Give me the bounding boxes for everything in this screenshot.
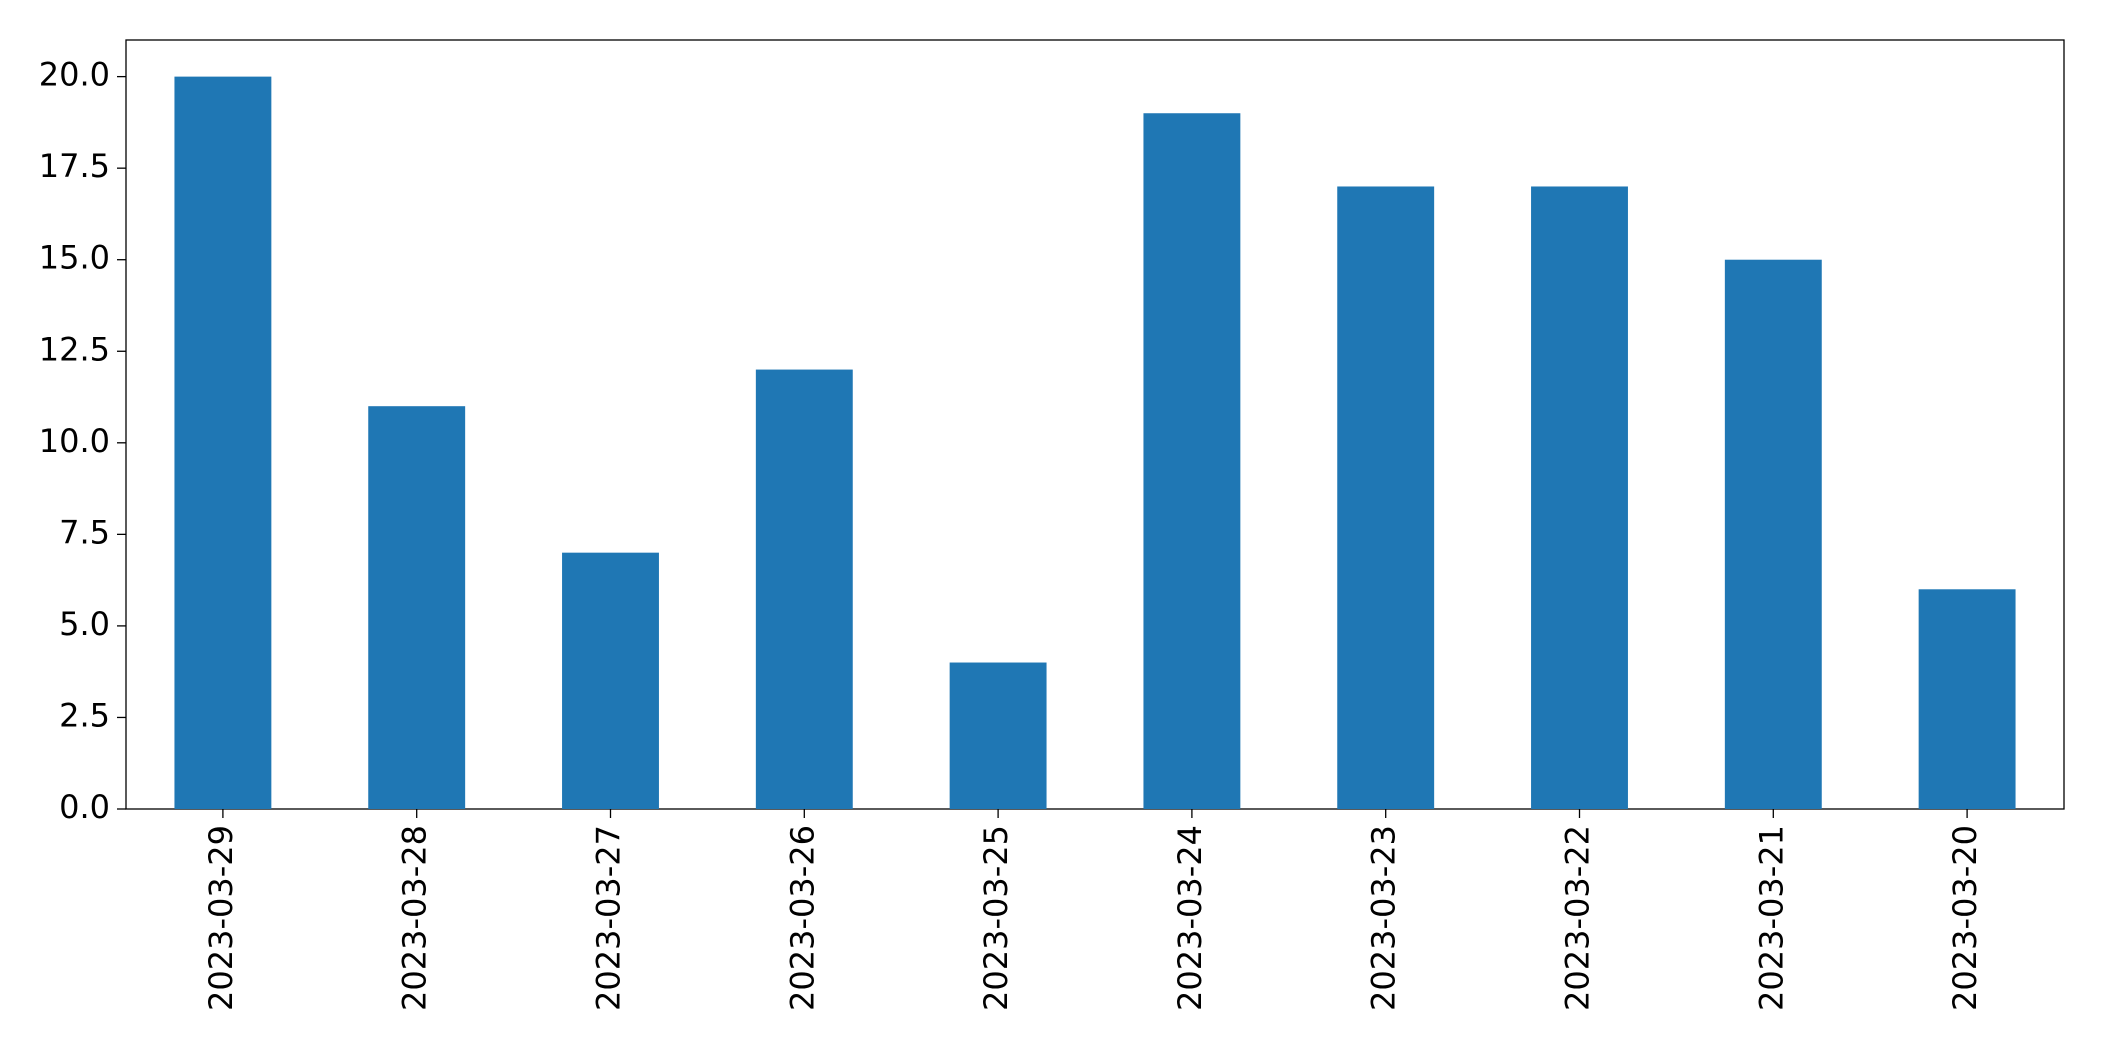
y-tick-label: 17.5 [39,147,110,185]
x-tick-label: 2023-03-25 [977,825,1015,1011]
x-tick-label: 2023-03-20 [1946,825,1984,1011]
y-tick-label: 15.0 [39,239,110,277]
y-tick-label: 20.0 [39,56,110,94]
x-tick-label: 2023-03-27 [590,825,628,1011]
bar [1337,186,1435,809]
y-tick-label: 10.0 [39,422,110,460]
y-tick-label: 0.0 [59,788,110,826]
bar [368,406,466,809]
bar [562,552,659,809]
x-tick-label: 2023-03-21 [1752,825,1790,1011]
bar [174,76,272,810]
bar [949,662,1047,809]
bar [1143,113,1241,809]
y-tick-label: 7.5 [59,513,110,551]
bar [1724,259,1822,809]
x-tick-label: 2023-03-29 [202,825,240,1011]
bar [1918,589,2016,809]
bar [755,369,853,809]
y-tick-label: 12.5 [39,330,110,368]
x-tick-label: 2023-03-23 [1365,825,1403,1011]
y-tick-label: 5.0 [59,605,110,643]
y-tick-label: 2.5 [59,696,110,734]
x-tick-label: 2023-03-26 [783,825,821,1011]
plot-frame [125,39,2065,810]
bar [1531,186,1628,809]
x-tick-label: 2023-03-22 [1559,825,1597,1011]
x-tick-label: 2023-03-28 [396,825,434,1011]
x-tick-label: 2023-03-24 [1171,825,1209,1011]
